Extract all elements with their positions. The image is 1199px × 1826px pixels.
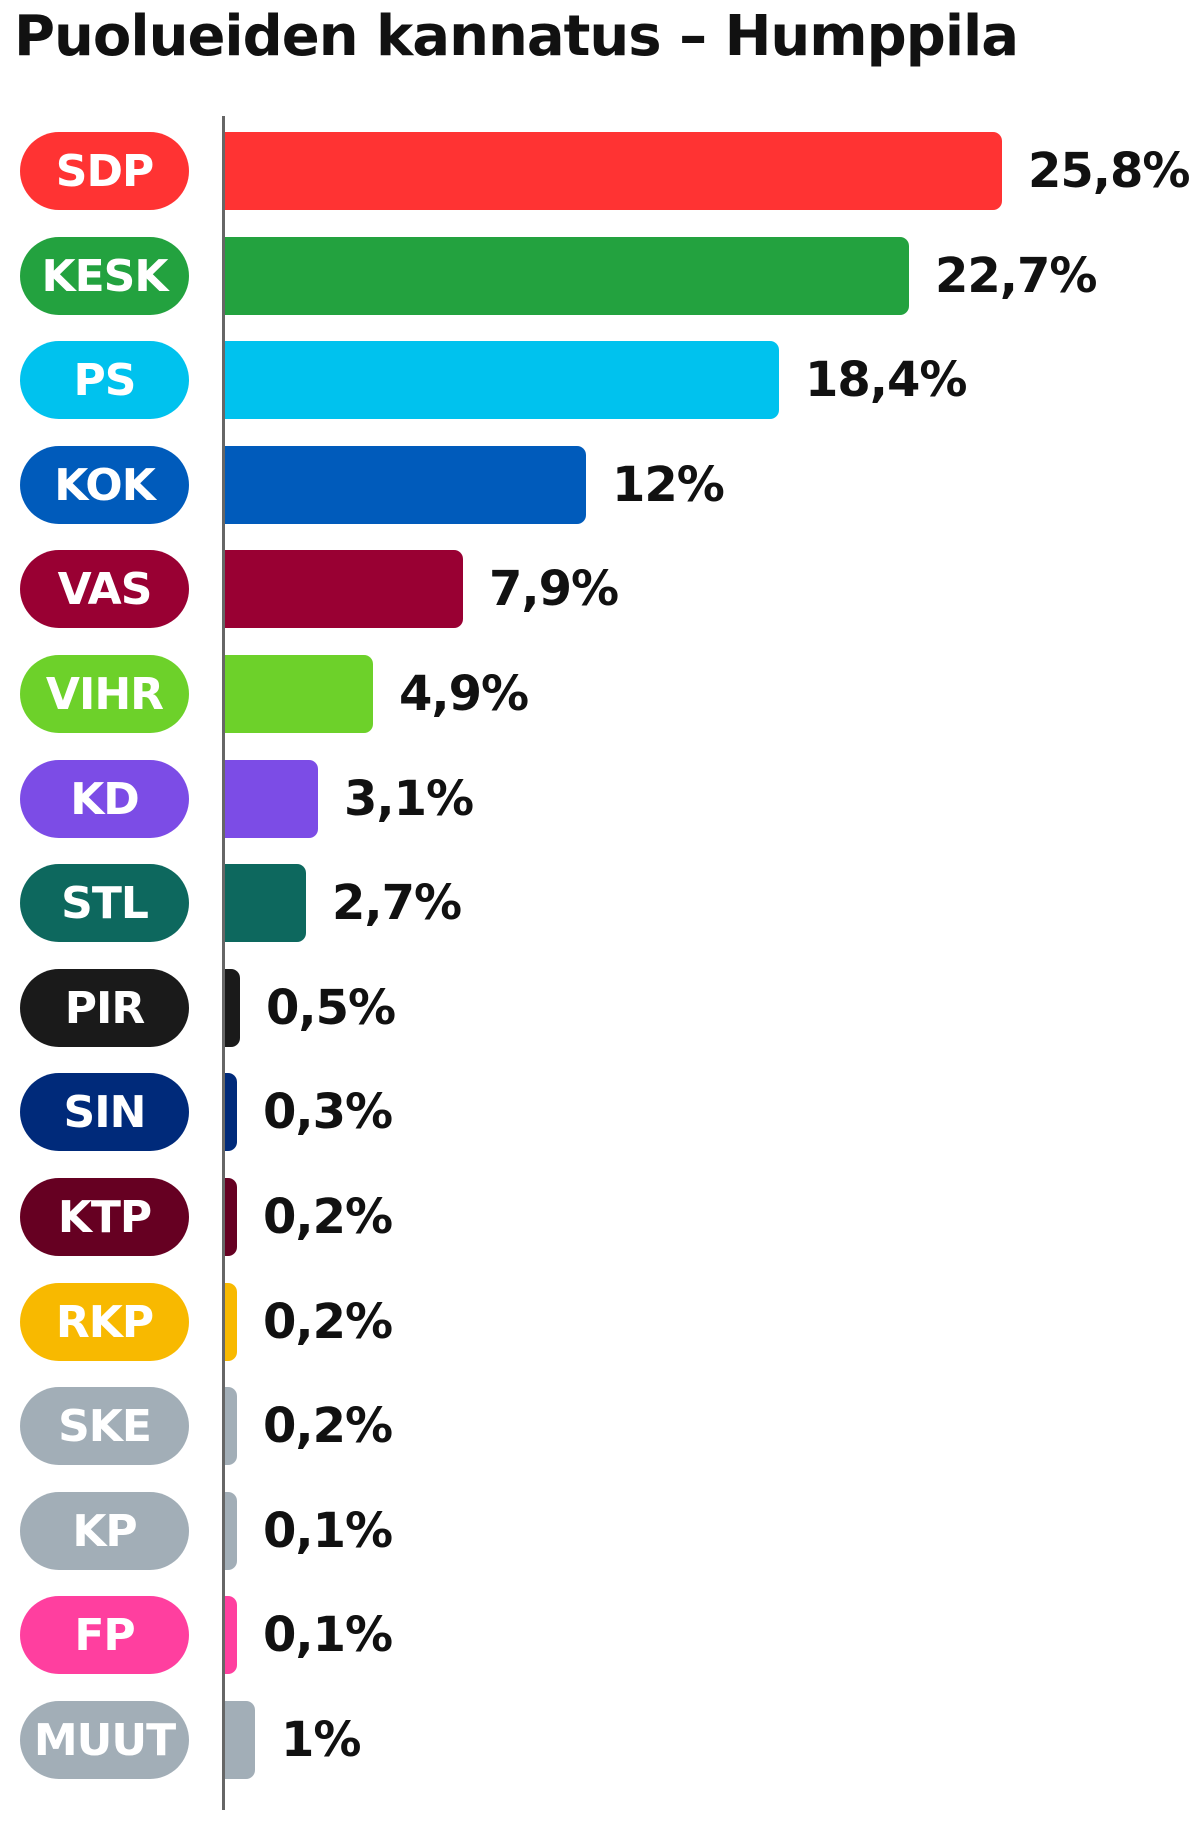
party-label-kok: KOK (20, 446, 189, 524)
party-label-sin: SIN (20, 1073, 189, 1151)
party-label-stl: STL (20, 864, 189, 942)
bar-sdp (225, 132, 1002, 210)
bar-rkp (225, 1283, 237, 1361)
party-label-kd: KD (20, 760, 189, 838)
bar-kp (225, 1492, 237, 1570)
value-label-vihr: 4,9% (399, 666, 529, 722)
value-label-kok: 12% (612, 457, 725, 513)
party-label-ktp: KTP (20, 1178, 189, 1256)
y-axis-line (222, 116, 225, 1810)
party-label-pir: PIR (20, 969, 189, 1047)
party-label-kp: KP (20, 1492, 189, 1570)
value-label-kd: 3,1% (344, 771, 474, 827)
value-label-ps: 18,4% (805, 352, 968, 408)
bar-kesk (225, 237, 909, 315)
value-label-muut: 1% (281, 1712, 361, 1768)
value-label-kesk: 22,7% (935, 248, 1098, 304)
chart-title: Puolueiden kannatus – Humppila (14, 4, 1019, 69)
value-label-stl: 2,7% (332, 875, 462, 931)
value-label-pir: 0,5% (266, 980, 396, 1036)
bar-stl (225, 864, 306, 942)
bar-kok (225, 446, 586, 524)
bar-sin (225, 1073, 237, 1151)
value-label-sdp: 25,8% (1028, 143, 1191, 199)
party-label-vihr: VIHR (20, 655, 189, 733)
party-label-rkp: RKP (20, 1283, 189, 1361)
party-label-ske: SKE (20, 1387, 189, 1465)
bar-ske (225, 1387, 237, 1465)
bar-fp (225, 1596, 237, 1674)
value-label-ske: 0,2% (263, 1398, 393, 1454)
value-label-sin: 0,3% (263, 1084, 393, 1140)
party-label-fp: FP (20, 1596, 189, 1674)
party-label-kesk: KESK (20, 237, 189, 315)
party-label-vas: VAS (20, 550, 189, 628)
bar-vas (225, 550, 463, 628)
bar-vihr (225, 655, 373, 733)
party-label-muut: MUUT (20, 1701, 189, 1779)
value-label-vas: 7,9% (489, 561, 619, 617)
value-label-ktp: 0,2% (263, 1189, 393, 1245)
bar-muut (225, 1701, 255, 1779)
bar-kd (225, 760, 318, 838)
party-label-sdp: SDP (20, 132, 189, 210)
bar-pir (225, 969, 240, 1047)
value-label-kp: 0,1% (263, 1503, 393, 1559)
bar-ktp (225, 1178, 237, 1256)
bar-ps (225, 341, 779, 419)
value-label-fp: 0,1% (263, 1607, 393, 1663)
value-label-rkp: 0,2% (263, 1294, 393, 1350)
party-label-ps: PS (20, 341, 189, 419)
